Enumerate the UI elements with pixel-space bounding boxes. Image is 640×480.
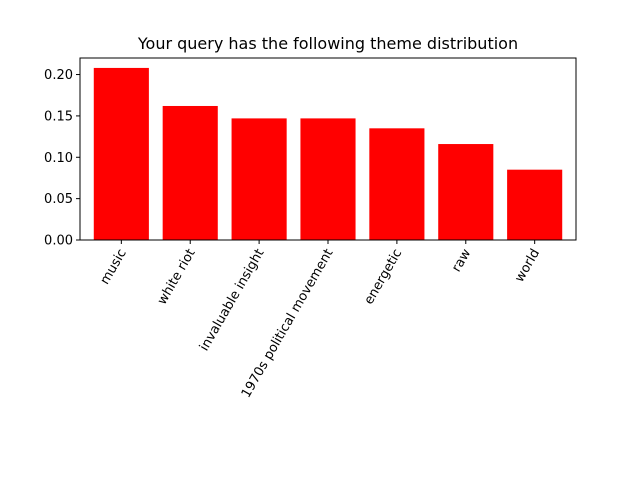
y-tick-label: 0.15	[44, 109, 73, 124]
y-tick-label: 0.20	[44, 68, 73, 83]
y-tick-label: 0.05	[44, 192, 73, 207]
bars-group	[93, 67, 563, 241]
bar-1	[93, 67, 149, 241]
y-axis: 0.00 0.05 0.10 0.15 0.20	[44, 68, 80, 249]
bar-7	[507, 169, 563, 240]
bar-4	[300, 118, 356, 240]
bar-6	[438, 144, 494, 240]
plot-frame	[79, 57, 577, 241]
bar-3	[231, 118, 287, 240]
chart-title: Your query has the following theme distr…	[137, 34, 518, 53]
bar-2	[162, 105, 218, 240]
bar-5	[369, 128, 425, 240]
y-tick-label: 0.10	[44, 151, 73, 166]
y-tick-label: 0.00	[44, 234, 73, 249]
